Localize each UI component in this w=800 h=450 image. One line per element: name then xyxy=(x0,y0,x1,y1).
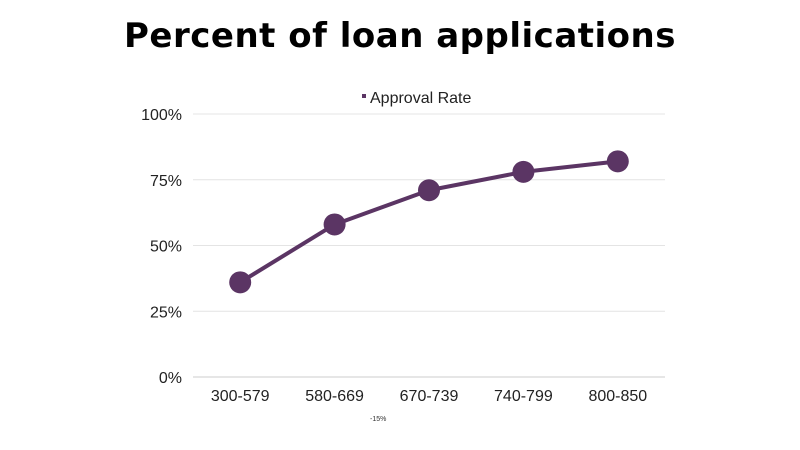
data-point xyxy=(229,271,252,294)
data-point xyxy=(512,160,535,183)
series-approval-rate xyxy=(229,150,629,294)
legend-label: Approval Rate xyxy=(370,90,471,107)
x-tick-label: 740-799 xyxy=(494,388,553,405)
gridlines xyxy=(193,113,665,378)
data-point xyxy=(606,150,629,173)
x-tick-label: 300-579 xyxy=(211,388,270,405)
y-tick-label: 75% xyxy=(150,173,182,190)
annotation-label: -15% xyxy=(370,416,386,423)
x-tick-label: 580-669 xyxy=(305,388,364,405)
data-point xyxy=(418,179,440,202)
chart-title: Percent of loan applications xyxy=(124,16,676,56)
legend: Approval Rate xyxy=(362,90,471,107)
y-axis-ticks: 0% 25% 50% 75% 100% xyxy=(141,107,182,387)
y-tick-label: 100% xyxy=(141,107,182,124)
x-tick-label: 670-739 xyxy=(400,388,459,405)
y-tick-label: 25% xyxy=(150,304,182,321)
y-tick-label: 50% xyxy=(150,239,182,256)
y-tick-label: 0% xyxy=(159,370,182,387)
data-point xyxy=(323,213,346,236)
legend-swatch xyxy=(362,94,366,98)
x-tick-label: 800-850 xyxy=(588,388,647,405)
x-axis-ticks: 300-579 580-669 670-739 740-799 800-850 xyxy=(211,388,647,405)
